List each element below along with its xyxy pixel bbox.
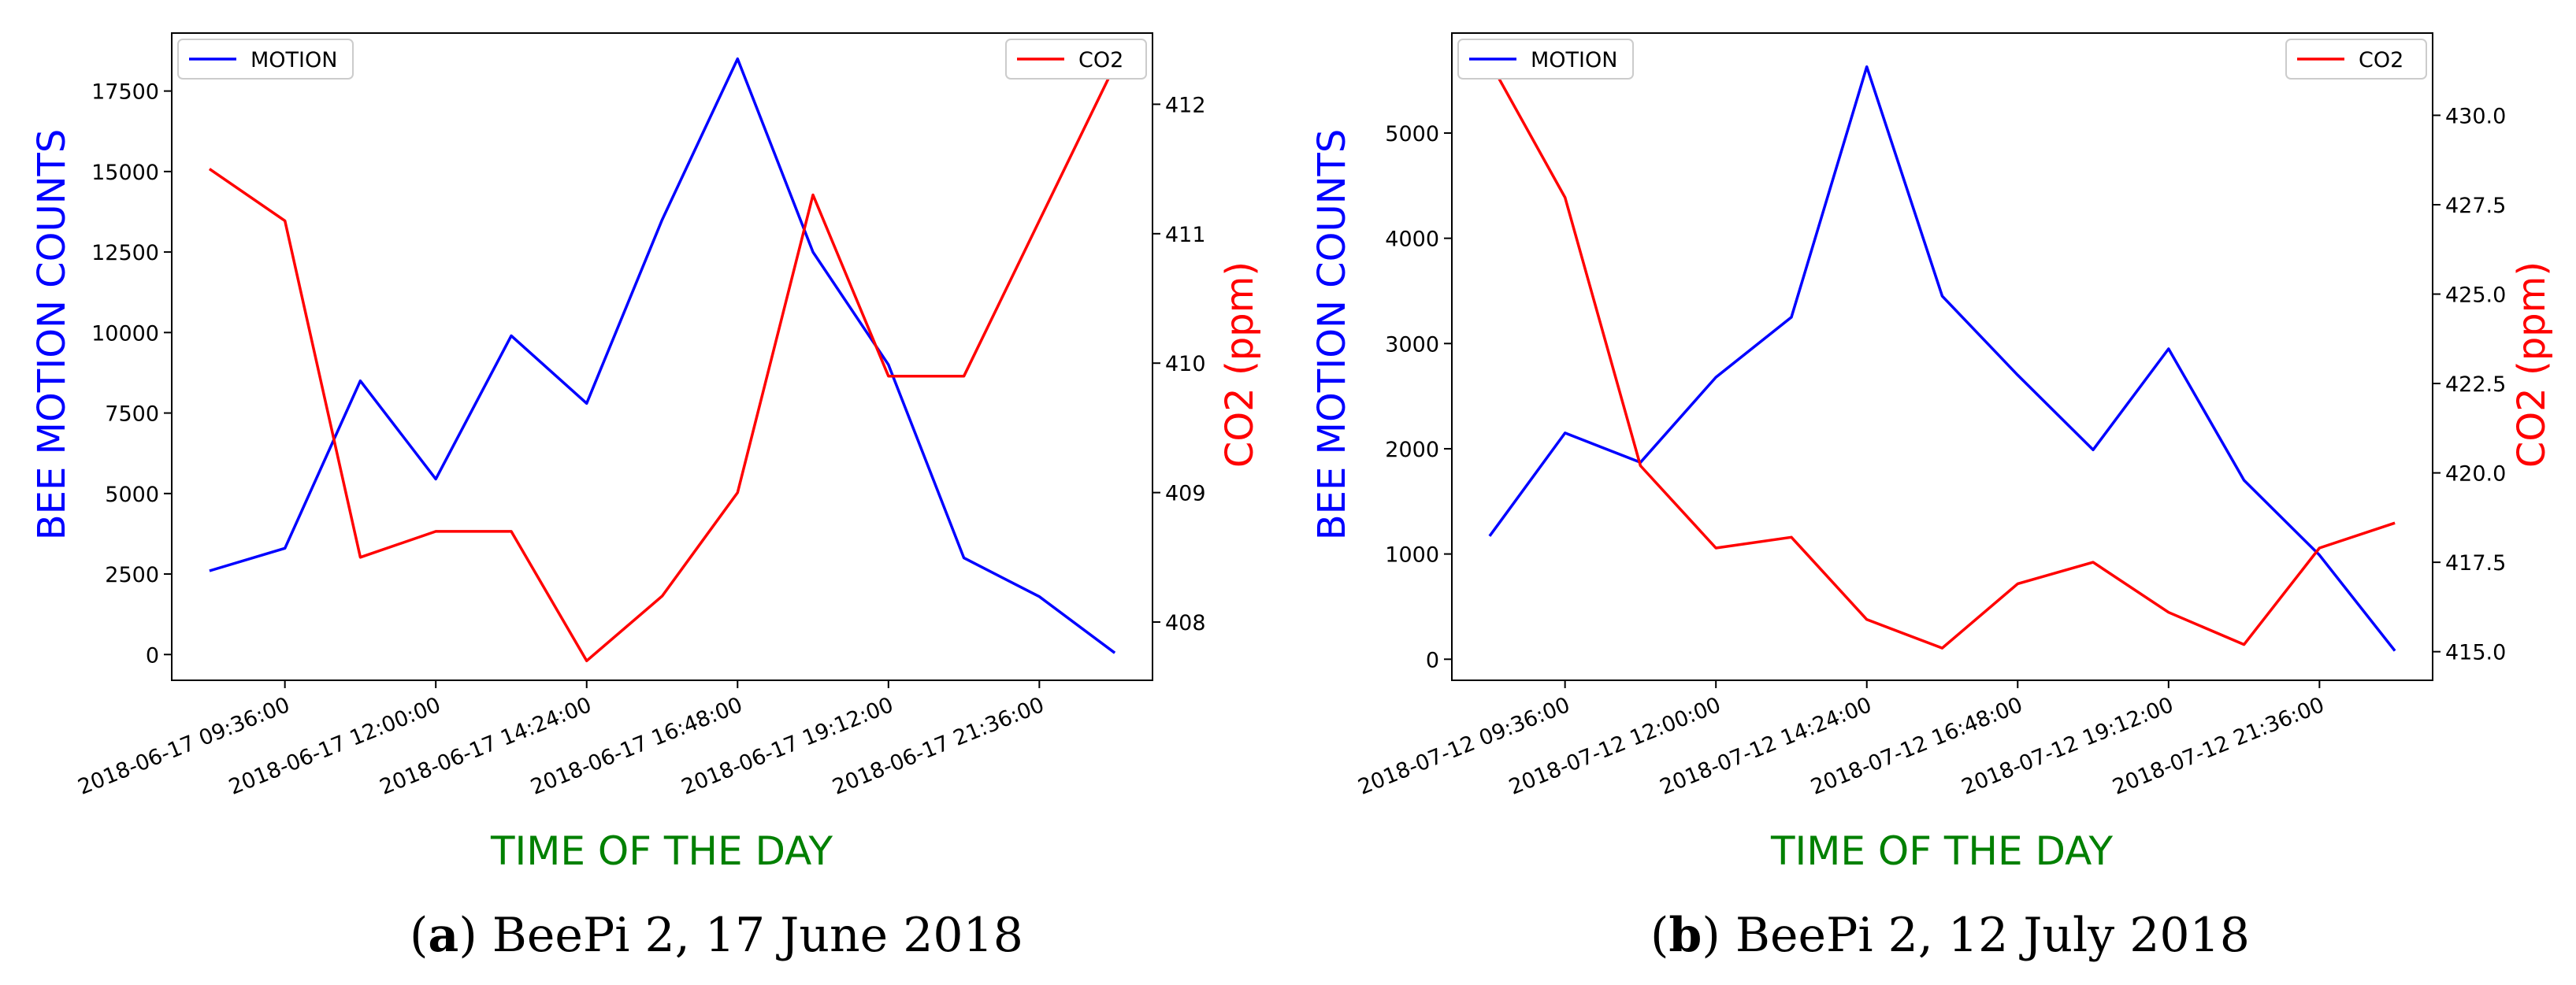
series-co2	[208, 65, 1116, 663]
y-right-tick-label: 427.5	[2445, 194, 2506, 218]
legend-co2: CO2	[1005, 39, 1147, 80]
x-axis-label: TIME OF THE DAY	[1770, 828, 2113, 874]
plot-frame	[1451, 32, 2433, 681]
y-left-tick-label: 7500	[105, 402, 159, 427]
chart-panel-a: 0 2500 5000 7500 10000 12500 15000 17500 408 409 4…	[30, 32, 1262, 963]
y-left-tick-label: 12500	[91, 241, 159, 265]
y-right-axis-label: CO2 (ppm)	[1218, 261, 1262, 468]
series-motion	[1488, 65, 2396, 652]
y-left-tick-label: 2000	[1385, 438, 1439, 462]
y-right-tick-label: 411	[1165, 223, 1206, 247]
y-left-tick-label: 3000	[1385, 332, 1439, 357]
y-right-tick-label: 420.0	[2445, 462, 2506, 487]
y-left-tick-label: 5000	[105, 483, 159, 507]
series-line-co2	[208, 65, 1116, 663]
caption-text: BeePi 2, 17 June 2018	[477, 908, 1023, 963]
y-right-axis-label: CO2 (ppm)	[2510, 261, 2554, 468]
y-right-tick-label: 430.0	[2445, 104, 2506, 128]
y-left-axis-label: BEE MOTION COUNTS	[30, 129, 74, 541]
caption-letter: a	[428, 908, 458, 963]
legend-label-co2: CO2	[1078, 48, 1123, 72]
legend-motion: MOTION	[1457, 39, 1634, 80]
legend-co2: CO2	[2285, 39, 2427, 80]
y-left-tick-label: 5000	[1385, 122, 1439, 146]
series-line-motion	[1488, 65, 2396, 652]
caption-letter: b	[1668, 908, 1702, 963]
y-right-tick-label: 410	[1165, 352, 1206, 376]
y-right-tick-label: 415.0	[2445, 641, 2506, 665]
legend-motion: MOTION	[177, 39, 354, 80]
caption-paren: )	[1702, 908, 1720, 963]
legend-label-co2: CO2	[2359, 48, 2403, 72]
y-left-tick-label: 2500	[105, 563, 159, 587]
caption-text: BeePi 2, 12 July 2018	[1720, 908, 2250, 963]
panel-caption: (a) BeePi 2, 17 June 2018	[410, 908, 1023, 963]
series-motion	[209, 57, 1116, 654]
y-right-tick-label: 417.5	[2445, 551, 2506, 576]
y-left-axis-label: BEE MOTION COUNTS	[1310, 129, 1354, 541]
y-left-tick-label: 17500	[91, 80, 159, 105]
series-line-motion	[209, 57, 1116, 654]
legend-box	[2285, 39, 2427, 80]
legend-label-motion: MOTION	[251, 48, 337, 72]
y-left-tick-label: 1000	[1385, 543, 1439, 568]
caption-paren: (	[410, 908, 428, 963]
legend-box	[1457, 39, 1634, 80]
y-right-tick-label: 412	[1165, 93, 1206, 117]
caption-paren: (	[1650, 908, 1668, 963]
series-line-co2	[1488, 61, 2396, 650]
y-left-tick-label: 15000	[91, 161, 159, 185]
chart-panel-b: 0 1000 2000 3000 4000 5000 415.0 417.5 420.0 422.…	[1310, 32, 2554, 963]
series-co2	[1488, 61, 2396, 650]
y-right-tick-label: 422.5	[2445, 372, 2506, 397]
x-axis-label: TIME OF THE DAY	[490, 828, 833, 874]
panel-caption: (b) BeePi 2, 12 July 2018	[1650, 908, 2250, 963]
y-left-tick-label: 10000	[91, 321, 159, 346]
y-left-tick-label: 0	[1426, 648, 1439, 672]
y-right-tick-label: 425.0	[2445, 283, 2506, 308]
y-left-tick-label: 4000	[1385, 228, 1439, 252]
legend-label-motion: MOTION	[1531, 48, 1617, 72]
legend-box	[177, 39, 354, 80]
legend-box	[1005, 39, 1147, 80]
y-left-tick-label: 0	[146, 643, 159, 668]
y-right-tick-label: 409	[1165, 482, 1206, 506]
y-right-tick-label: 408	[1165, 611, 1206, 635]
plot-frame	[171, 32, 1153, 681]
caption-paren: )	[458, 908, 477, 963]
